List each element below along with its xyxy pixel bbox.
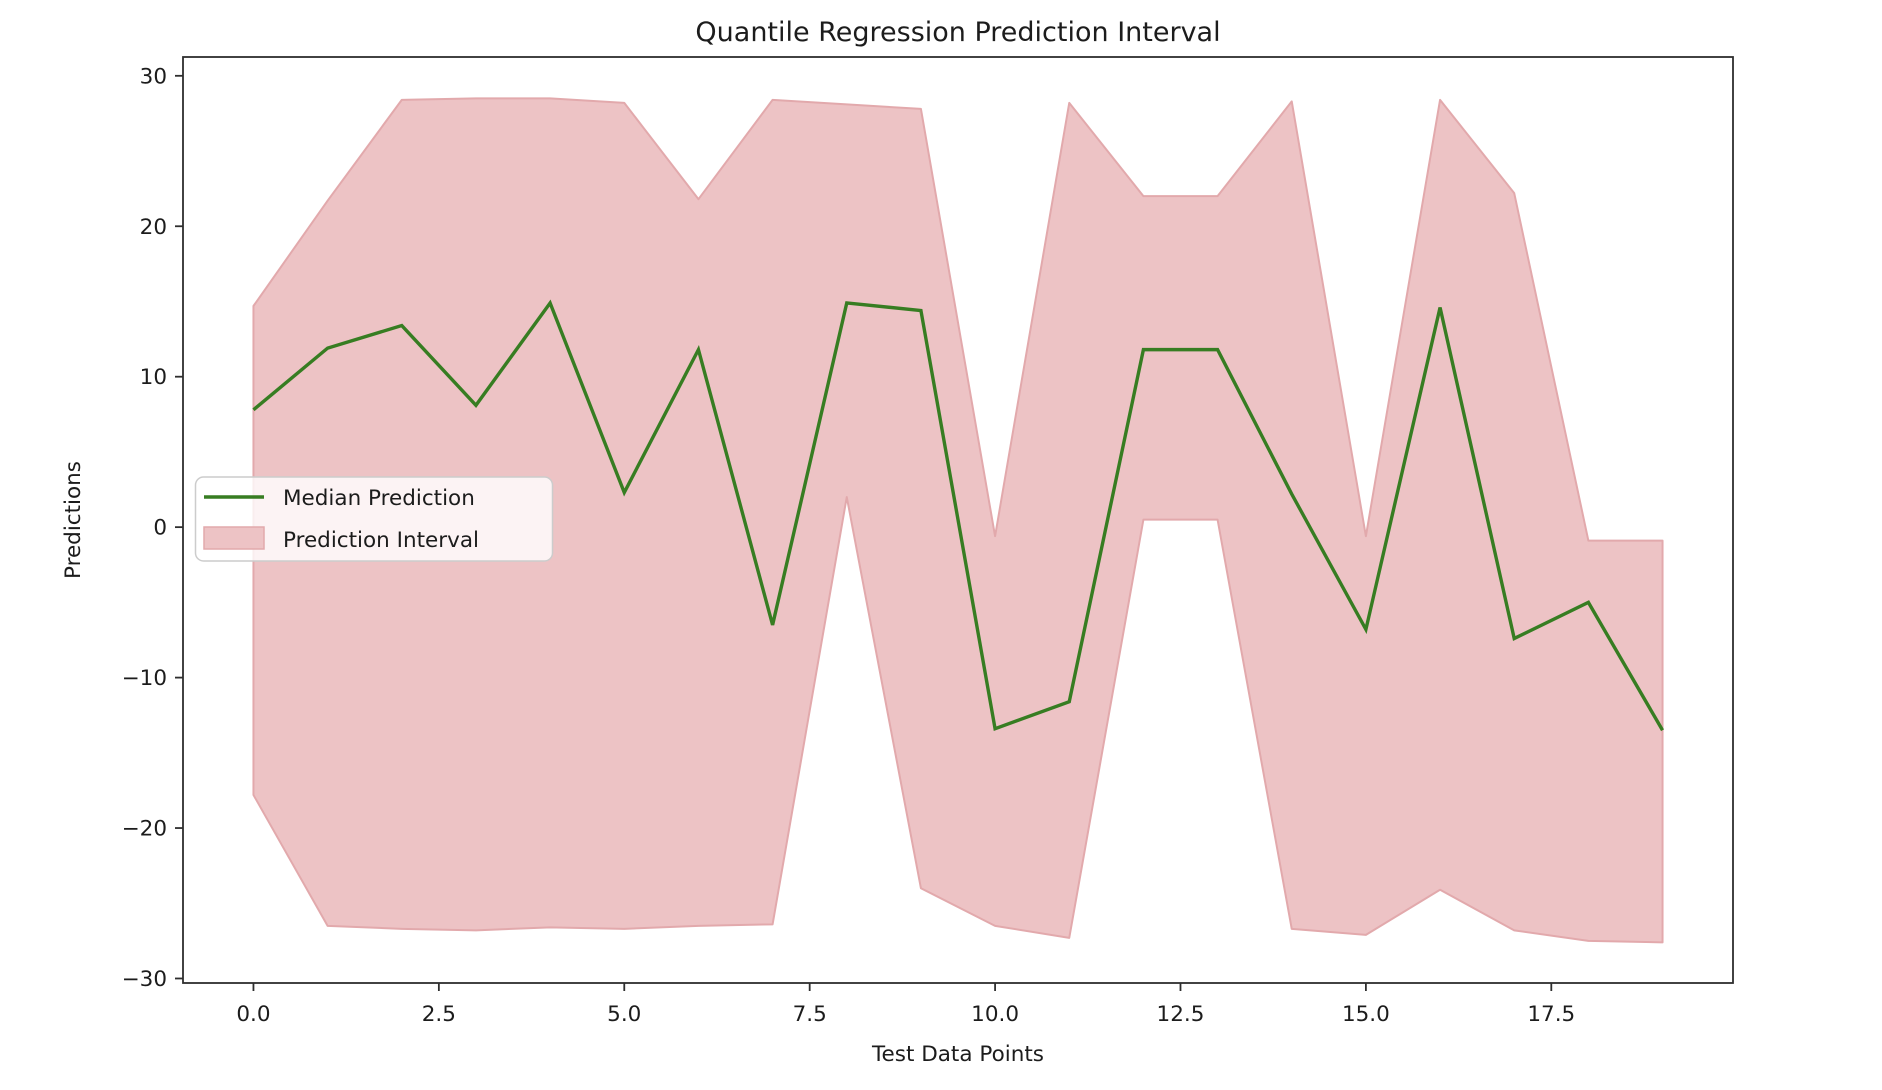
legend-label-interval: Prediction Interval [283, 528, 479, 553]
y-axis-label: Predictions [61, 461, 86, 579]
x-tick-label: 5.0 [607, 1002, 641, 1027]
y-tick-label: −10 [122, 666, 167, 691]
y-tick-label: −20 [122, 817, 167, 842]
median-prediction-line [252, 299, 1665, 732]
legend-label-median: Median Prediction [283, 486, 475, 511]
x-tick-label: 17.5 [1527, 1002, 1575, 1027]
y-axis-ticks: 30 20 10 0 −10 −20 −30 [122, 64, 183, 992]
y-tick-label: 10 [140, 365, 167, 390]
x-tick-label: 15.0 [1342, 1002, 1390, 1027]
y-tick-label: 0 [153, 516, 167, 541]
axes-spines [182, 56, 1734, 984]
x-axis-label: Test Data Points [871, 1042, 1044, 1067]
x-axis-ticks: 0.0 2.5 5.0 7.5 10.0 12.5 15.0 17.5 [236, 983, 1575, 1027]
legend-interval-patch-icon [203, 526, 265, 550]
legend-frame [194, 476, 554, 562]
chart-title: Quantile Regression Prediction Interval [695, 17, 1220, 48]
x-tick-label: 12.5 [1157, 1002, 1205, 1027]
x-tick-label: 10.0 [971, 1002, 1019, 1027]
y-tick-label: 20 [140, 215, 167, 240]
legend-box: Median Prediction Prediction Interval [194, 476, 554, 562]
x-tick-label: 7.5 [793, 1002, 827, 1027]
y-tick-label: −30 [122, 967, 167, 992]
x-tick-label: 2.5 [422, 1002, 456, 1027]
x-tick-label: 0.0 [236, 1002, 270, 1027]
y-tick-label: 30 [140, 64, 167, 89]
